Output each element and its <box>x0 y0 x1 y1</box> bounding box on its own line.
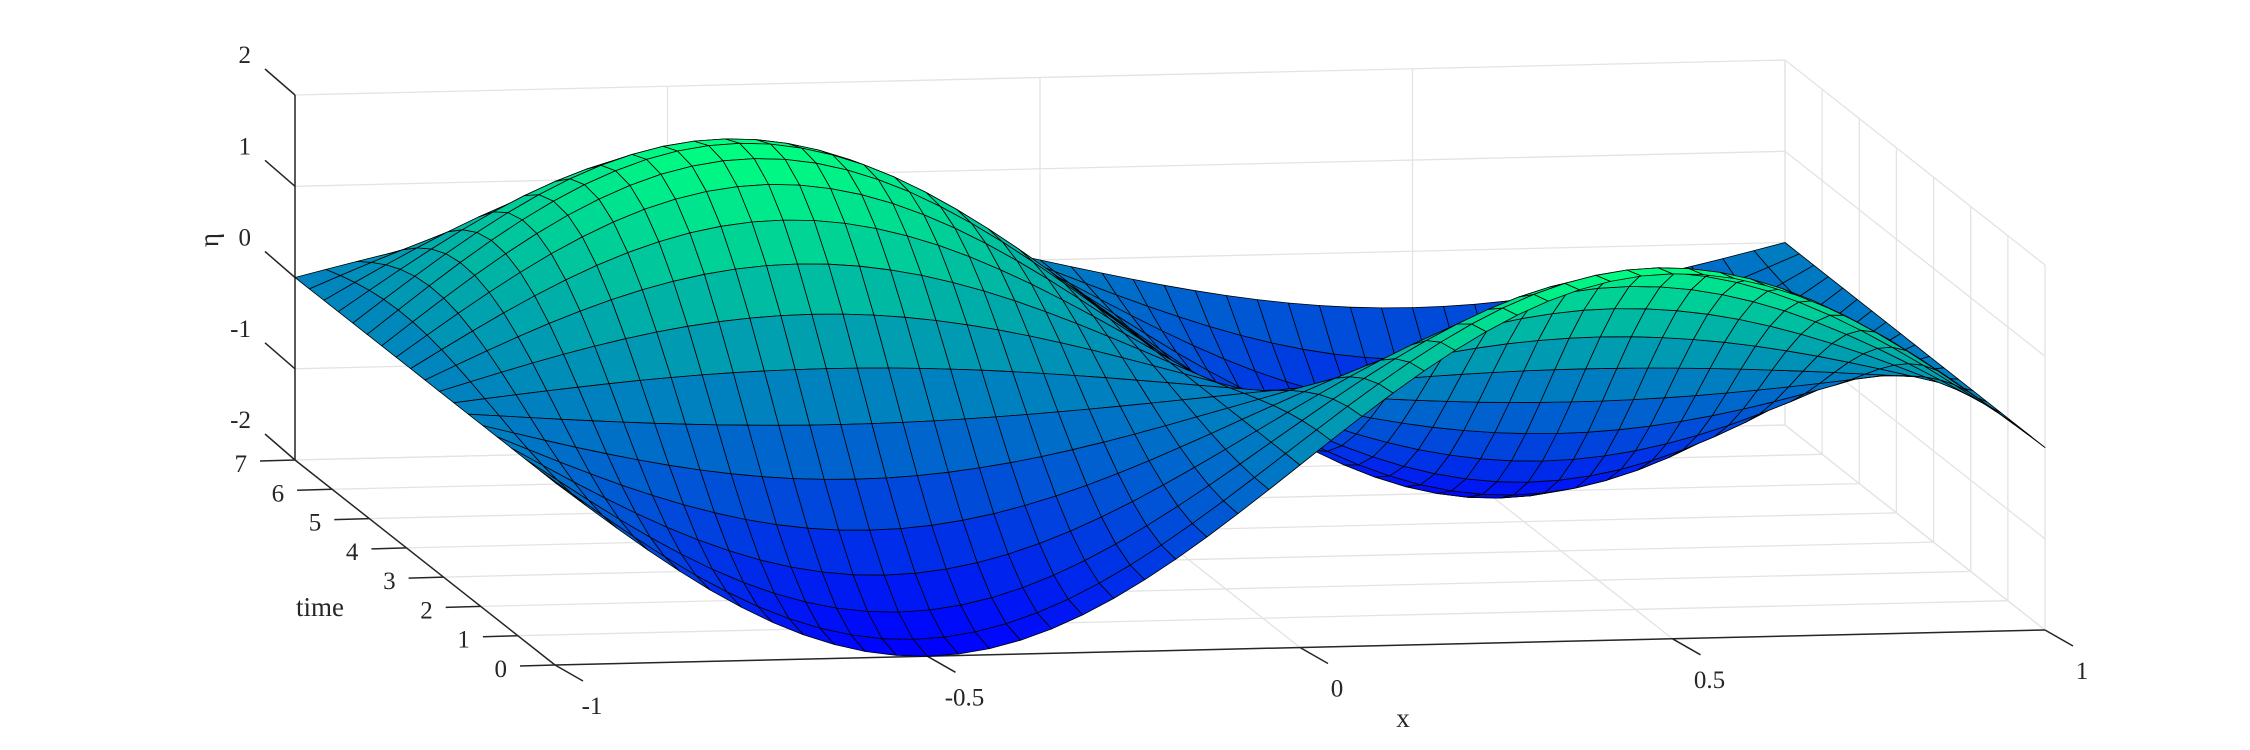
z-tick <box>264 159 296 187</box>
time-tick <box>297 488 333 492</box>
z-tick-label: 1 <box>239 133 252 160</box>
z-tick-label: 0 <box>239 225 252 252</box>
time-tick-label: 4 <box>346 539 359 566</box>
time-tick <box>519 664 556 667</box>
time-tick <box>445 605 481 609</box>
time-tick <box>334 517 370 521</box>
time-tick-label: 7 <box>235 451 248 478</box>
x-tick-label: -0.5 <box>945 684 985 711</box>
time-tick-label: 5 <box>309 510 322 537</box>
grid-line <box>1784 424 2046 631</box>
surface-patch <box>1719 271 1766 286</box>
time-tick <box>259 459 296 462</box>
time-tick-label: 2 <box>420 597 433 624</box>
surface-patch <box>540 470 587 507</box>
x-axis-label: x <box>1396 703 1410 733</box>
x-tick <box>927 655 956 673</box>
z-tick <box>264 342 296 370</box>
x-tick <box>1299 646 1329 665</box>
axes-lines <box>259 68 2074 682</box>
surface-mesh <box>294 138 2046 657</box>
time-tick-label: 1 <box>457 627 470 654</box>
time-axis-line <box>294 459 556 666</box>
grid-line <box>294 59 1786 96</box>
time-tick <box>482 634 518 638</box>
x-tick-label: 1 <box>2076 658 2089 685</box>
x-tick-label: 0.5 <box>1694 667 1725 694</box>
z-tick <box>264 433 296 461</box>
grid-line <box>294 150 1786 187</box>
z-tick-label: -1 <box>230 316 251 343</box>
time-tick <box>371 547 407 550</box>
x-tick-label: -1 <box>582 693 603 720</box>
time-tick <box>408 576 444 579</box>
time-tick-label: 6 <box>272 480 285 507</box>
x-tick-label: 0 <box>1331 676 1344 703</box>
time-tick-label: 0 <box>495 656 508 683</box>
grid-line <box>517 600 2008 637</box>
z-tick-label: -2 <box>230 407 251 434</box>
x-tick <box>2044 629 2074 647</box>
z-tick <box>264 68 296 96</box>
x-tick <box>1672 638 1701 656</box>
grid-line <box>1784 150 2046 357</box>
z-tick <box>264 250 296 279</box>
z-tick-label: 2 <box>239 42 252 69</box>
x-tick <box>554 664 584 682</box>
eta-axis-label: η <box>194 233 224 247</box>
time-axis-label: time <box>296 592 344 622</box>
time-tick-label: 3 <box>383 568 396 595</box>
grid-line <box>1784 59 2046 266</box>
